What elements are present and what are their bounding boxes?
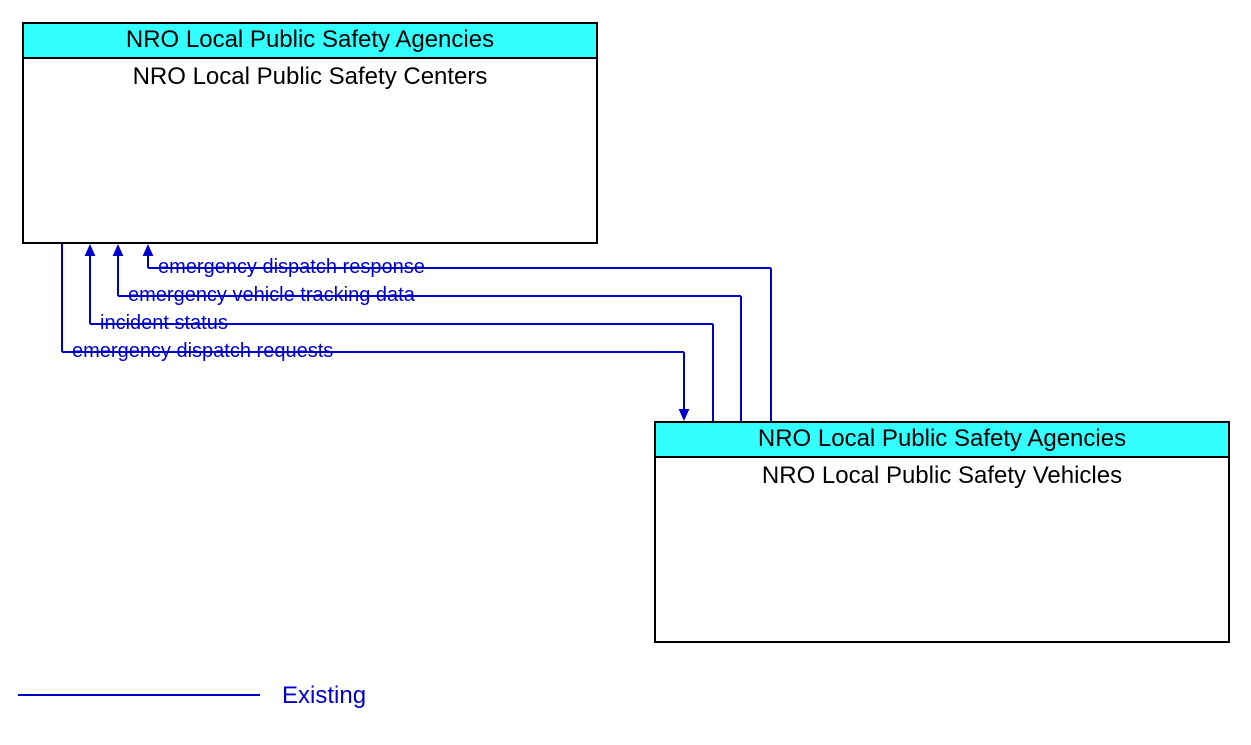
node-safety-vehicles: NRO Local Public Safety Agencies NRO Loc… xyxy=(654,421,1230,643)
edge-label-emergency-dispatch-requests: emergency dispatch requests xyxy=(72,340,333,363)
node-safety-vehicles-header: NRO Local Public Safety Agencies xyxy=(656,423,1228,458)
legend-existing-label: Existing xyxy=(282,682,366,710)
node-safety-centers-body: NRO Local Public Safety Centers xyxy=(24,59,596,92)
node-safety-centers: NRO Local Public Safety Agencies NRO Loc… xyxy=(22,22,598,244)
node-safety-vehicles-body: NRO Local Public Safety Vehicles xyxy=(656,458,1228,491)
node-safety-centers-header: NRO Local Public Safety Agencies xyxy=(24,24,596,59)
edge-label-emergency-vehicle-tracking-data: emergency vehicle tracking data xyxy=(128,284,415,307)
edge-label-incident-status: incident status xyxy=(100,312,228,335)
edge-label-emergency-dispatch-response: emergency dispatch response xyxy=(158,256,425,279)
